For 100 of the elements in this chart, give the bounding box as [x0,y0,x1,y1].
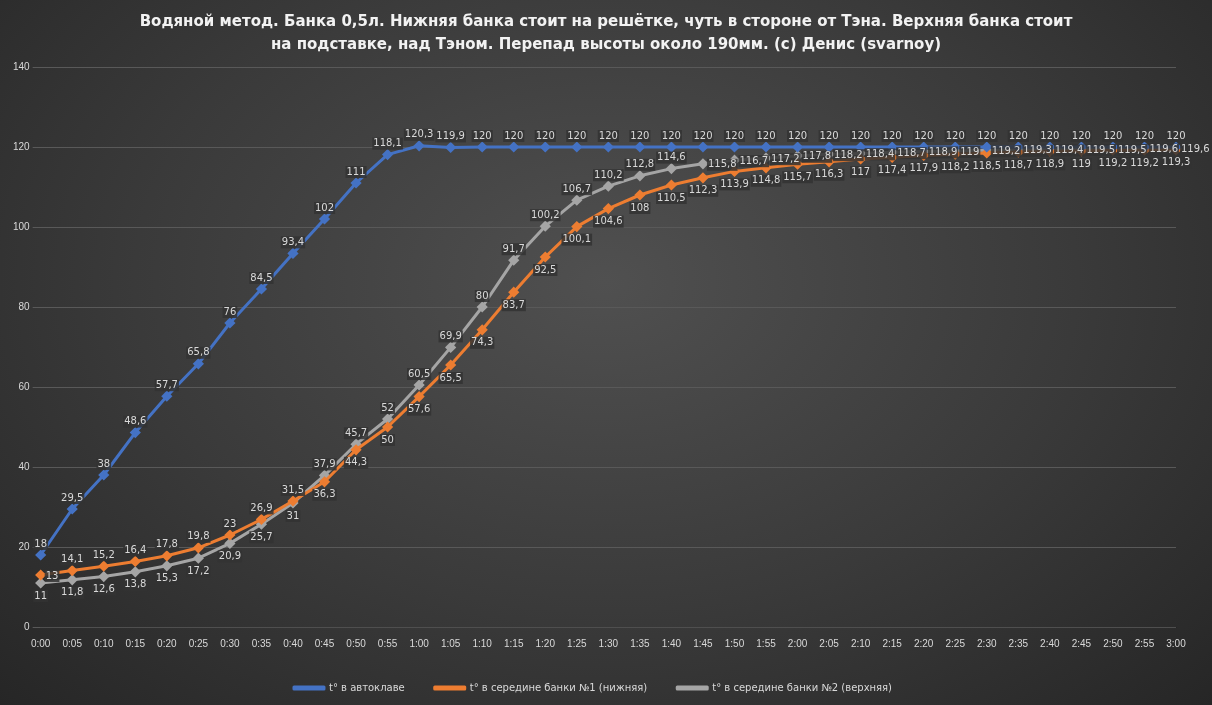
x-tick-label: 0:20 [157,637,177,649]
x-tick-label: 2:25 [945,637,966,649]
data-label: 118,2 [940,160,970,172]
x-tick-label: 1:50 [724,637,745,649]
x-tick-label: 1:25 [567,637,587,649]
data-label: 13 [45,569,59,581]
data-label: 114,6 [657,151,686,163]
x-tick-label: 0:30 [220,637,241,649]
data-label: 117,4 [877,163,907,175]
y-tick-label: 20 [18,540,31,552]
data-label: 119,6 [1180,143,1210,155]
data-label: 111 [346,165,366,177]
data-label: 120 [819,129,839,141]
data-label: 11,8 [61,586,84,598]
x-tick-label: 0:50 [346,637,367,649]
y-tick-label: 140 [13,60,31,72]
data-label: 84,5 [250,271,273,283]
x-tick-label: 2:30 [977,637,997,649]
data-label: 119,2 [1098,156,1128,168]
x-tick-label: 1:20 [535,637,556,649]
data-label: 76 [223,305,237,317]
data-label: 113,9 [720,177,749,189]
data-label: 119 [1071,157,1091,169]
x-tick-label: 2:40 [1040,637,1061,649]
data-label: 44,3 [344,456,368,468]
data-label: 69,9 [439,329,462,341]
data-label: 116,3 [814,168,844,180]
data-label: 31,5 [281,483,305,495]
data-label: 74,3 [471,336,494,348]
data-label: 17,2 [187,564,210,576]
data-label: 31 [286,509,300,521]
data-label: 108 [630,201,650,213]
data-label: 45,7 [344,426,368,438]
data-label: 102 [314,201,335,213]
x-tick-label: 2:05 [819,637,840,649]
x-tick-label: 0:00 [30,637,51,649]
data-label: 104,6 [594,215,623,227]
x-tick-label: 0:15 [125,637,146,649]
data-label: 118,1 [373,137,402,149]
data-label: 106,7 [562,182,592,194]
data-label: 65,5 [439,371,462,383]
data-label: 117 [851,165,871,177]
data-label: 112,3 [688,184,718,196]
chart-title: Водяной метод. Банка 0,5л. Нижняя банка стоит на решётке, чуть в стороне от Тэна. Верхняя банка стоит на подставке, над Тэном. Перепад высоты около 190мм. (с) Денис (svarnoy) [138,11,1074,55]
legend-label: t° в середине банки №1 (нижняя) [469,681,648,693]
x-tick-label: 2:20 [913,637,934,649]
data-label: 119,9 [436,129,465,141]
data-label: 120 [788,129,808,141]
y-tick-label: 60 [18,380,31,392]
x-tick-label: 0:10 [94,637,114,649]
data-label: 119 [960,145,980,157]
data-label: 119,6 [1149,143,1179,155]
data-label: 118,7 [1004,158,1033,170]
data-label: 120 [851,129,871,141]
data-label: 120 [1103,129,1123,141]
x-tick-label: 3:00 [1166,637,1187,649]
data-label: 112,8 [625,158,655,170]
data-label: 110,5 [657,191,686,203]
data-label: 100,2 [530,208,560,220]
data-label: 83,7 [502,298,525,310]
data-label: 116,7 [739,154,769,166]
data-label: 20,9 [218,549,242,561]
data-label: 120 [977,129,997,141]
data-label: 118,7 [897,146,926,158]
data-label: 38 [97,457,111,469]
data-label: 18 [34,537,48,549]
data-label: 15,2 [92,548,115,560]
data-label: 120 [945,129,965,141]
x-tick-label: 1:15 [504,637,524,649]
data-label: 19,8 [187,530,210,542]
data-label: 25,7 [250,530,273,542]
data-label: 118,9 [1035,157,1065,169]
data-label: 119,4 [1054,143,1084,155]
data-label: 120 [724,129,745,141]
data-label: 110,2 [594,168,623,180]
data-label: 120 [756,129,776,141]
x-tick-label: 1:55 [756,637,777,649]
data-label: 15,3 [155,572,178,584]
data-label: 120 [882,129,902,141]
data-label: 120,3 [404,128,434,140]
data-label: 120 [630,129,650,141]
data-label: 16,4 [124,543,147,555]
data-label: 26,9 [250,501,273,513]
legend-label: t° в автоклаве [328,681,405,693]
x-tick-label: 1:05 [440,637,461,649]
y-tick-label: 40 [18,460,31,472]
data-label: 118,9 [928,145,958,157]
data-label: 118,2 [834,148,863,160]
x-tick-label: 0:35 [251,637,272,649]
data-label: 57,6 [407,403,431,415]
data-label: 120 [535,129,555,141]
data-label: 80 [475,289,489,301]
data-label: 119,5 [1117,143,1147,155]
data-label: 120 [693,129,713,141]
data-label: 36,3 [313,488,336,500]
data-label: 17,8 [155,538,178,550]
x-tick-label: 0:55 [377,637,398,649]
x-tick-label: 2:35 [1008,637,1029,649]
data-label: 120 [504,129,524,141]
data-label: 119,5 [1086,143,1116,155]
